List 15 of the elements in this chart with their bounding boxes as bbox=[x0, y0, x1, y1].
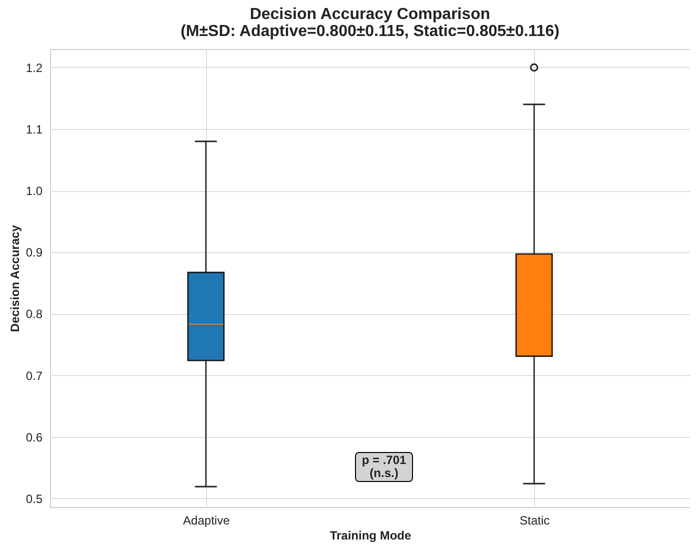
y-tick-label: 0.5 bbox=[26, 492, 43, 506]
y-tick-label: 0.9 bbox=[26, 246, 43, 260]
y-tick-label: 0.7 bbox=[26, 368, 43, 383]
y-tick-label: 0.6 bbox=[26, 430, 43, 444]
y-tick-label: 1.2 bbox=[26, 60, 43, 75]
x-axis-title: Training Mode bbox=[330, 528, 412, 542]
chart-subtitle: (M±SD: Adaptive=0.800±0.115, Static=0.805±0.116) bbox=[180, 23, 560, 40]
annotation: p = .701 (n.s.) bbox=[355, 452, 413, 482]
chart-title: Decision Accuracy Comparison bbox=[250, 6, 490, 23]
x-tick-label: Adaptive bbox=[183, 514, 230, 528]
y-tick-label: 1.0 bbox=[26, 184, 43, 198]
x-tick-label: Static bbox=[520, 514, 550, 528]
y-tick-label: 0.8 bbox=[26, 307, 43, 322]
y-axis-title: Decision Accuracy bbox=[8, 224, 22, 332]
y-tick-label: 1.1 bbox=[26, 122, 43, 137]
